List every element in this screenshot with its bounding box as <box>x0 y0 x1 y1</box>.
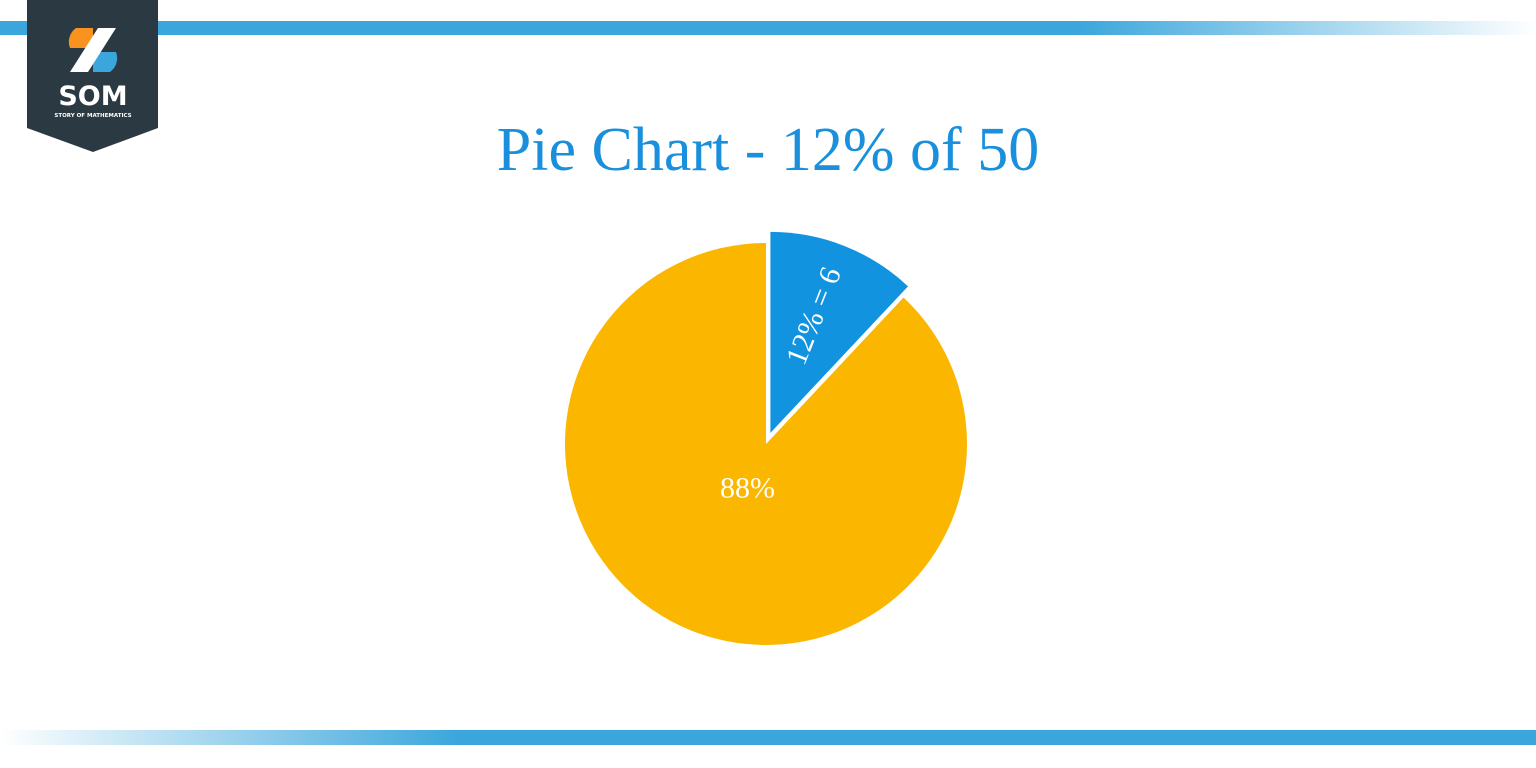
data-label: 88% <box>720 472 775 505</box>
logo-icon <box>70 28 116 72</box>
logo-badge <box>27 0 158 152</box>
logo-text: SOM <box>58 81 127 112</box>
top-bar <box>0 21 1536 35</box>
pie-slice <box>565 243 968 645</box>
logo-icon <box>68 28 93 48</box>
logo-subtitle: STORY OF MATHEMATICS <box>54 113 131 119</box>
bottom-bar <box>0 730 1536 745</box>
logo: SOM STORY OF MATHEMATICS <box>27 0 158 152</box>
chart-title: Pie Chart - 12% of 50 <box>497 116 1039 184</box>
logo-icon <box>93 52 118 72</box>
pie-slice <box>770 231 909 433</box>
